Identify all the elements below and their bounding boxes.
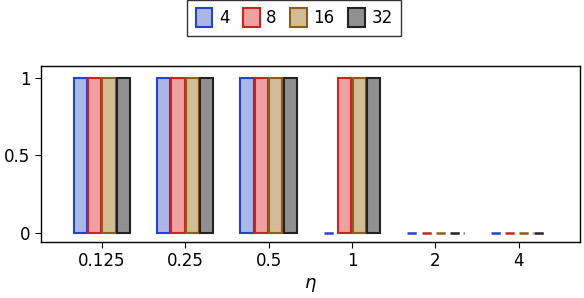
Bar <box>367 78 380 232</box>
Bar <box>200 78 214 232</box>
Bar <box>102 78 116 232</box>
Bar <box>241 78 253 232</box>
Bar <box>269 78 283 232</box>
Bar <box>88 78 101 232</box>
Bar <box>186 78 199 232</box>
Bar <box>353 78 366 232</box>
Bar <box>284 78 297 232</box>
Bar <box>117 78 130 232</box>
Bar <box>157 78 171 232</box>
Bar <box>74 78 87 232</box>
X-axis label: $\eta$: $\eta$ <box>304 276 317 294</box>
Legend: 4, 8, 16, 32: 4, 8, 16, 32 <box>187 0 401 36</box>
Bar <box>338 78 352 232</box>
Bar <box>171 78 185 232</box>
Bar <box>255 78 268 232</box>
